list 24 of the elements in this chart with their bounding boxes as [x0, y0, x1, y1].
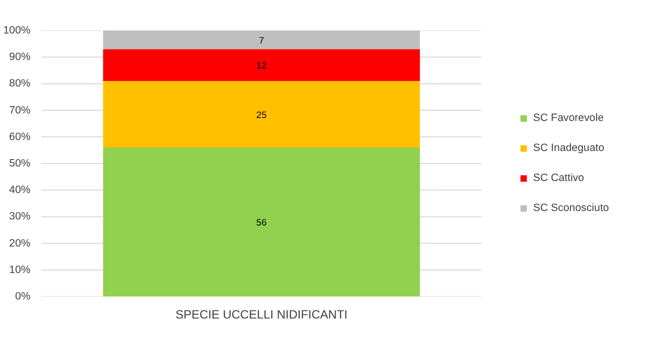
legend-label: SC Favorevole — [533, 112, 604, 124]
data-label: 7 — [258, 35, 264, 46]
bar — [103, 148, 420, 296]
x-tick-label: SPECIE UCCELLI NIDIFICANTI — [175, 308, 348, 322]
bar — [103, 49, 420, 82]
y-tick-label: 60% — [9, 130, 32, 143]
legend-label: SC Sconosciuto — [533, 202, 609, 214]
y-tick-label: 70% — [9, 104, 32, 116]
legend-label: SC Inadeguato — [533, 142, 604, 154]
y-tick-label: 40% — [9, 184, 32, 196]
bar — [103, 30, 420, 50]
y-tick-label: 30% — [9, 210, 32, 223]
legend-label: SC Cattivo — [533, 172, 584, 184]
data-label: 56 — [256, 218, 267, 228]
bar — [103, 81, 420, 148]
y-tick-label: 80% — [9, 78, 32, 90]
y-tick-label: 90% — [9, 51, 32, 64]
data-label: 25 — [256, 110, 267, 120]
y-tick-label: 100% — [3, 24, 32, 36]
y-tick-label: 10% — [9, 264, 32, 276]
y-tick-label: 0% — [15, 290, 32, 302]
data-label: 12 — [256, 60, 267, 71]
y-tick-label: 20% — [9, 237, 32, 250]
y-tick-label: 50% — [9, 158, 32, 170]
